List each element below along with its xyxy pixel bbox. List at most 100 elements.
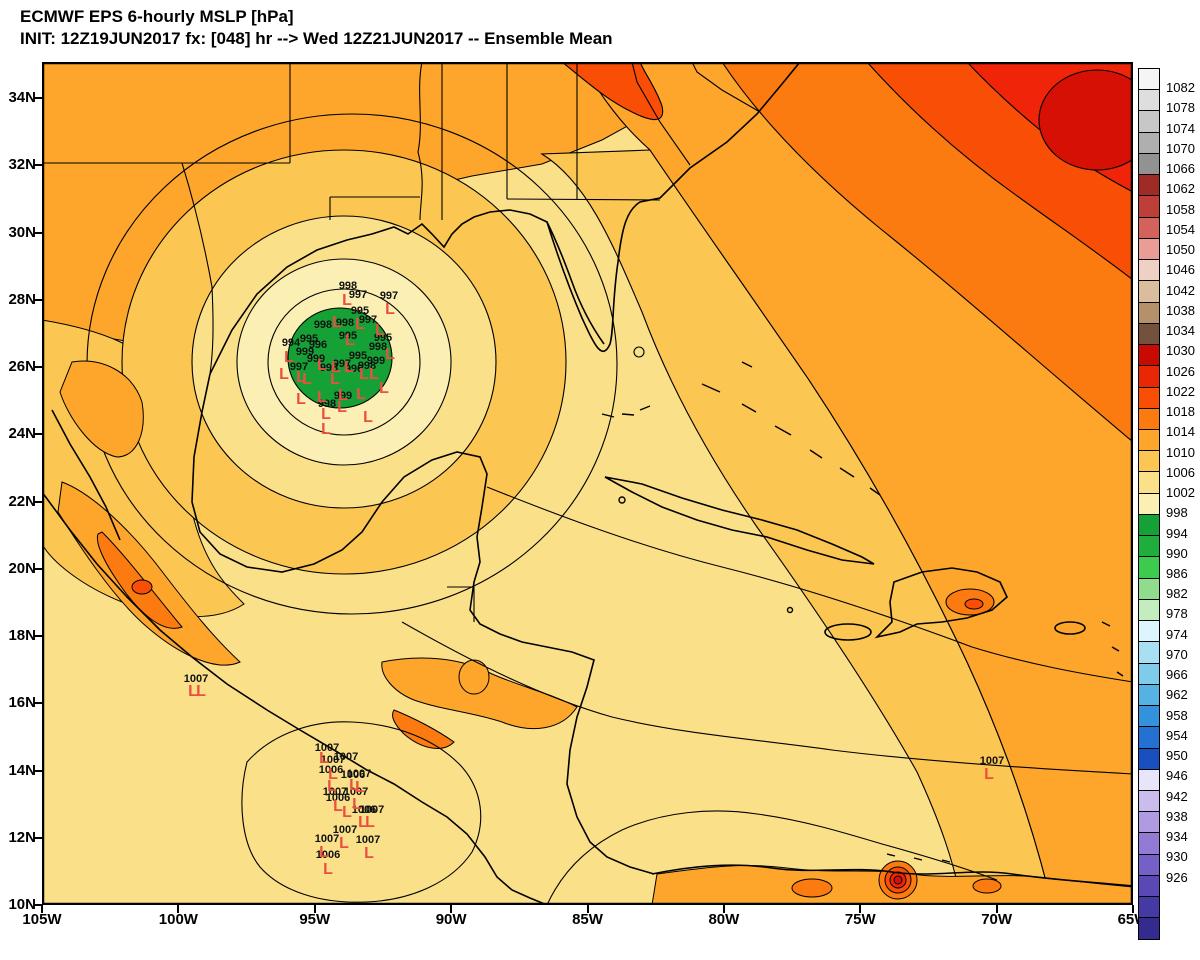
colorbar-level-label: 1022 <box>1166 383 1195 399</box>
low-center-L-marker: L <box>339 835 349 852</box>
pressure-value-label: 1007 <box>360 804 384 816</box>
colorbar-level-label: 934 <box>1166 829 1188 845</box>
lon-tick-label: 90W <box>435 911 467 928</box>
low-center-L-marker: L <box>338 387 348 404</box>
lat-tick-label: 20N <box>8 559 36 577</box>
low-center-L-marker: L <box>323 861 333 878</box>
colorbar-cell <box>1139 832 1159 854</box>
low-center-L-marker: L <box>321 421 331 438</box>
lat-tick-label: 16N <box>8 694 36 712</box>
low-center-L-marker: L <box>321 406 331 423</box>
pressure-value-label: 995 <box>300 333 318 345</box>
lat-tick <box>34 500 42 503</box>
colorbar <box>1138 68 1160 940</box>
colorbar-level-label: 1014 <box>1166 424 1195 440</box>
colorbar-cell <box>1139 280 1159 302</box>
lat-tick-label: 28N <box>8 290 36 308</box>
colorbar-cell <box>1139 726 1159 748</box>
pressure-value-label: 1006 <box>341 769 365 781</box>
pressure-value-label: 1007 <box>323 786 347 798</box>
pressure-value-label: 998 <box>358 360 376 372</box>
pressure-value-label: 1007 <box>184 673 208 685</box>
lon-tick <box>450 905 453 913</box>
colorbar-level-label: 982 <box>1166 586 1188 602</box>
lat-tick <box>34 567 42 570</box>
colorbar-cell <box>1139 195 1159 217</box>
colorbar-level-label: 990 <box>1166 545 1188 561</box>
pressure-value-label: 998 <box>369 341 387 353</box>
lon-tick-label: 80W <box>708 911 740 928</box>
lon-tick-label: 85W <box>572 911 603 928</box>
low-center-L-marker: L <box>331 359 341 376</box>
colorbar-level-label: 1042 <box>1166 282 1195 298</box>
low-center-L-marker: L <box>319 844 329 861</box>
pressure-value-label: 1007 <box>356 834 380 846</box>
low-center-L-marker: L <box>364 845 374 862</box>
colorbar-cell <box>1139 259 1159 281</box>
low-center-L-marker: L <box>375 322 385 339</box>
low-center-L-marker: L <box>342 292 352 309</box>
colorbar-level-label: 938 <box>1166 808 1188 824</box>
low-center-L-marker: L <box>302 371 312 388</box>
lon-tick-label: 95W <box>299 911 331 928</box>
colorbar-cell <box>1139 556 1159 578</box>
colorbar-level-label: 986 <box>1166 566 1188 581</box>
colorbar-level-label: 1026 <box>1166 363 1195 379</box>
lat-tick <box>34 635 42 637</box>
colorbar-level-label: 998 <box>1166 505 1188 521</box>
colorbar-cell <box>1139 365 1159 387</box>
colorbar-cell <box>1139 577 1159 599</box>
colorbar-cell <box>1139 322 1159 345</box>
pressure-value-label: 1007 <box>344 786 368 798</box>
colorbar-level-label: 1062 <box>1166 181 1195 197</box>
lon-tick <box>995 905 998 913</box>
low-center-L-marker: L <box>355 316 365 333</box>
colorbar-level-label: 1070 <box>1166 140 1195 156</box>
pressure-value-label: 1007 <box>315 833 339 845</box>
lat-tick-label: 10N <box>8 896 36 913</box>
colorbar-level-label: 958 <box>1166 707 1188 723</box>
colorbar-level-label: 930 <box>1166 849 1188 865</box>
colorbar-cell <box>1139 110 1159 132</box>
colorbar-level-label: 978 <box>1166 606 1188 622</box>
colorbar-level-label: 1054 <box>1166 221 1195 237</box>
pressure-value-label: 998 <box>339 280 357 292</box>
colorbar-level-label: 1006 <box>1166 464 1195 480</box>
pressure-value-label: 997 <box>380 290 398 302</box>
lat-tick <box>34 836 42 839</box>
colorbar-cell <box>1139 492 1159 514</box>
chart-subtitle: INIT: 12Z19JUN2017 fx: [048] hr --> Wed … <box>20 29 613 48</box>
pressure-value-label: 1007 <box>333 824 357 836</box>
pressure-value-label: 999 <box>334 390 352 402</box>
low-center-L-marker: L <box>317 389 327 406</box>
colorbar-level-label: 926 <box>1166 869 1188 885</box>
colorbar-cell <box>1139 662 1159 684</box>
pressure-value-label: 1006 <box>326 792 350 804</box>
low-center-L-marker: L <box>356 386 366 403</box>
pressure-value-label: 995 <box>351 305 369 317</box>
colorbar-level-label: 1066 <box>1166 161 1195 177</box>
pressure-value-label: 996 <box>345 363 363 375</box>
low-center-L-marker: L <box>342 804 352 821</box>
pressure-value-label: 995 <box>339 330 357 342</box>
pressure-value-label: 997 <box>349 289 367 301</box>
low-center-L-marker: L <box>284 349 294 366</box>
colorbar-level-label: 1058 <box>1166 201 1195 217</box>
lat-tick-label: 30N <box>8 223 36 241</box>
lat-tick-label: 34N <box>8 89 36 106</box>
lon-tick <box>41 905 43 913</box>
pressure-value-label: 1006 <box>316 849 340 861</box>
colorbar-level-label: 1010 <box>1166 444 1195 460</box>
pressure-value-label: 996 <box>309 339 327 351</box>
colorbar-cell <box>1139 407 1159 429</box>
colorbar-level-label: 1034 <box>1166 323 1195 339</box>
pressure-value-label: 994 <box>282 337 301 349</box>
colorbar-cell <box>1139 811 1159 833</box>
terrain-pressure-patches <box>57 360 1133 905</box>
colorbar-level-label: 966 <box>1166 667 1188 683</box>
colorbar-cell <box>1139 89 1159 111</box>
lat-tick-label: 18N <box>8 627 36 644</box>
coastlines <box>42 62 1133 905</box>
contour-lines <box>241 346 1133 905</box>
